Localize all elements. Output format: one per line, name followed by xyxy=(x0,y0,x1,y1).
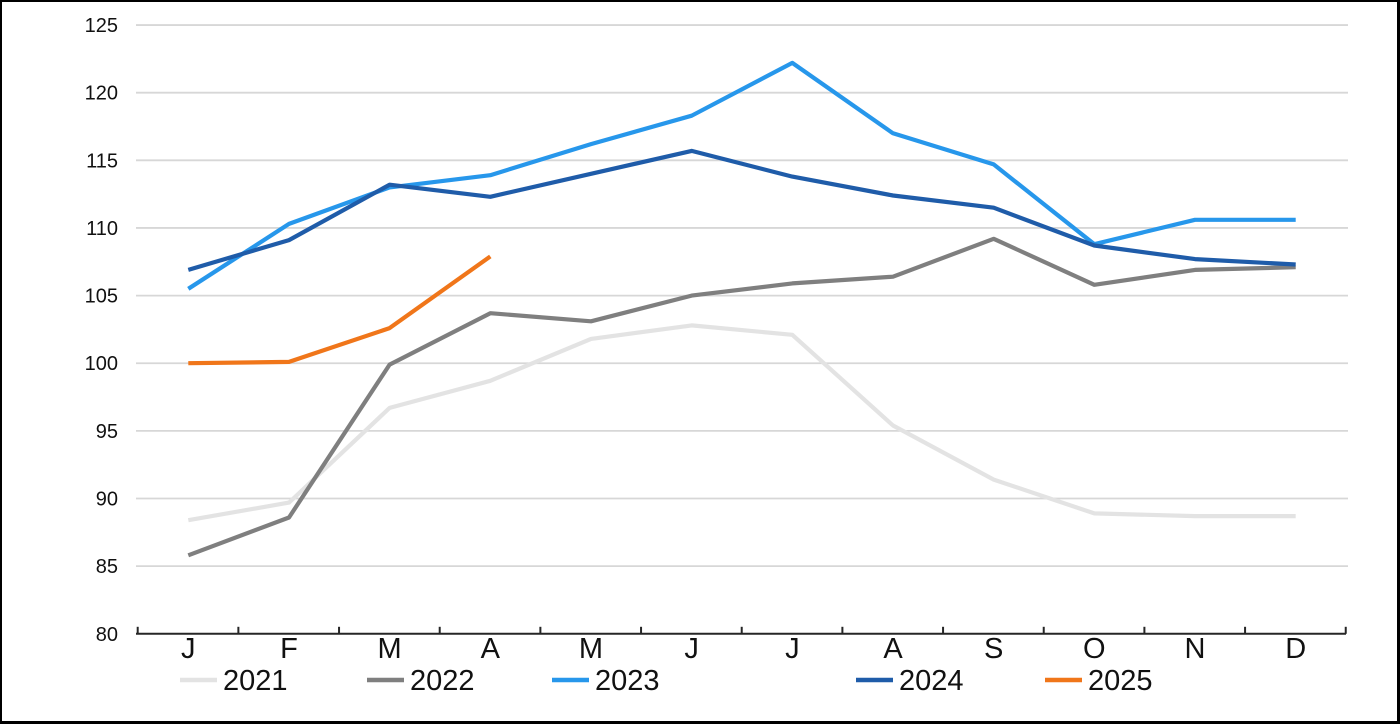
y-axis-label-95: 95 xyxy=(96,421,118,443)
y-axis-label-105: 105 xyxy=(85,286,118,308)
y-axis-label-100: 100 xyxy=(85,353,118,375)
legend-label-2022: 2022 xyxy=(410,665,475,697)
x-axis-label-8: S xyxy=(984,633,1003,665)
x-axis-label-5: J xyxy=(684,633,699,665)
x-axis-label-11: D xyxy=(1285,633,1306,665)
legend-label-2023: 2023 xyxy=(595,665,660,697)
x-axis-label-1: F xyxy=(280,633,298,665)
y-axis-label-90: 90 xyxy=(96,489,118,511)
series-line-2025 xyxy=(188,254,492,366)
y-axis-label-110: 110 xyxy=(86,218,118,240)
y-axis-label-115: 115 xyxy=(86,150,118,172)
x-axis-label-7: A xyxy=(883,633,903,665)
series-line-2022 xyxy=(187,236,1296,558)
x-axis-label-9: O xyxy=(1083,633,1106,665)
x-axis-label-6: J xyxy=(785,633,800,665)
series-line-2023 xyxy=(187,60,1296,291)
x-axis-label-10: N xyxy=(1185,633,1206,665)
y-axis-label-80: 80 xyxy=(96,624,118,646)
y-axis-label-120: 120 xyxy=(85,83,118,105)
y-axis-label-85: 85 xyxy=(96,556,118,578)
legend-label-2024: 2024 xyxy=(899,665,964,697)
x-axis-label-3: A xyxy=(481,633,501,665)
legend-label-2021: 2021 xyxy=(223,665,288,697)
x-axis-label-0: J xyxy=(181,633,196,665)
x-axis-label-4: M xyxy=(579,633,603,665)
x-axis-label-2: M xyxy=(378,633,402,665)
y-axis-label-125: 125 xyxy=(85,15,118,37)
series-line-2024 xyxy=(187,148,1296,272)
series-line-2021 xyxy=(187,323,1296,523)
legend-label-2025: 2025 xyxy=(1088,665,1153,697)
